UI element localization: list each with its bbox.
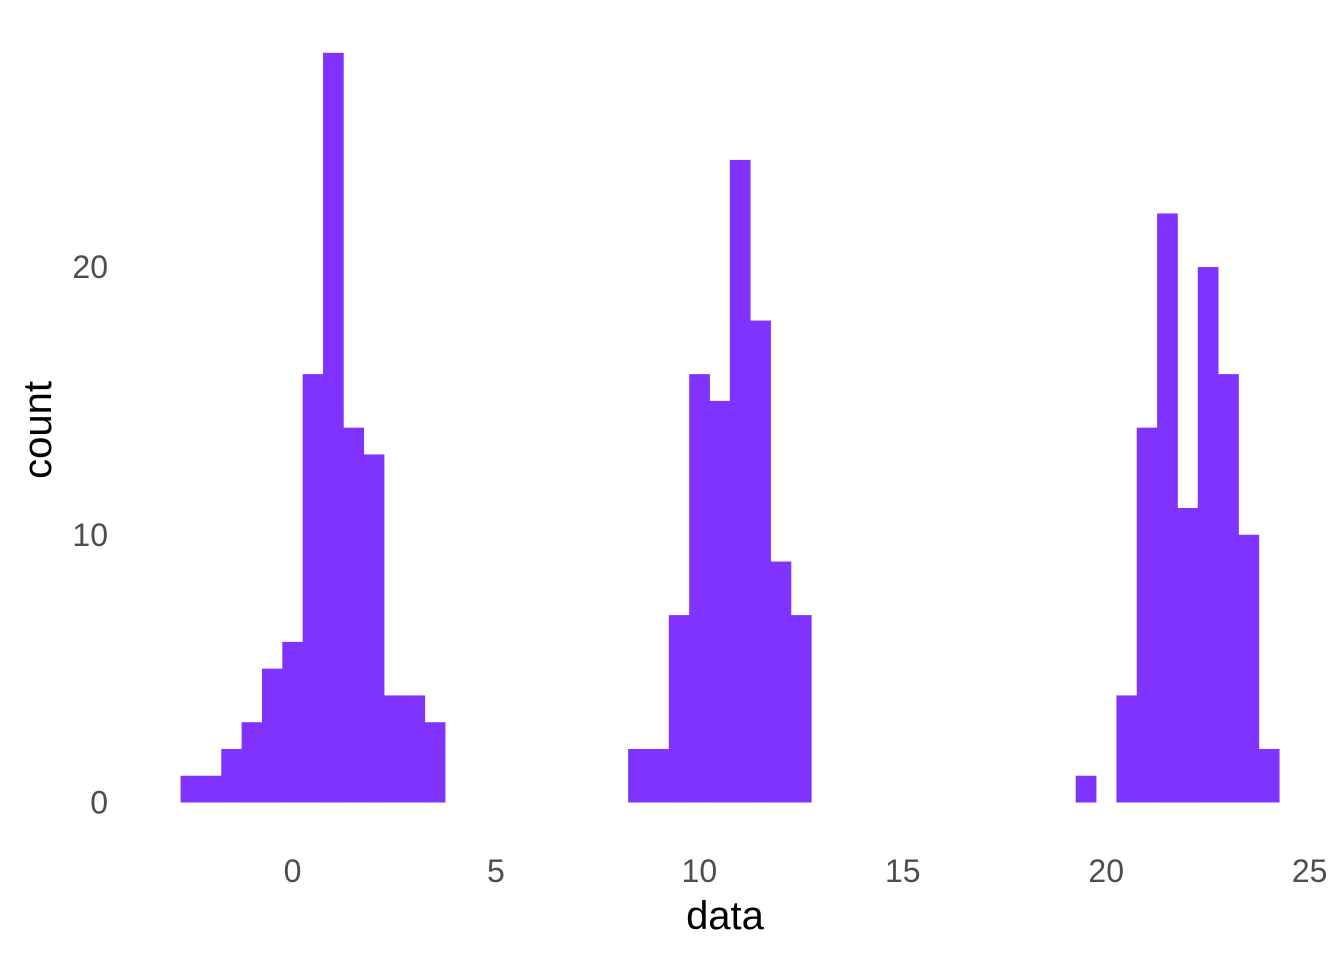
- x-axis-ticks: 0 5 10 15 20 25: [284, 853, 1328, 889]
- histogram-bar: [770, 561, 792, 803]
- histogram-bar: [384, 695, 426, 803]
- x-tick-label: 25: [1292, 853, 1328, 889]
- histogram-bar: [628, 748, 670, 803]
- histogram-bar: [261, 668, 283, 803]
- histogram-bar: [1258, 748, 1280, 803]
- histogram-bar: [1157, 213, 1178, 803]
- x-tick-label: 20: [1088, 853, 1124, 889]
- x-tick-label: 10: [682, 853, 718, 889]
- y-axis-ticks: 0 10 20: [72, 249, 108, 821]
- histogram-bar: [1177, 507, 1199, 803]
- histogram-bar: [668, 615, 690, 803]
- histogram-bar: [221, 748, 243, 803]
- y-tick-label: 20: [72, 249, 108, 285]
- x-tick-label: 15: [885, 853, 921, 889]
- histogram-bar: [790, 615, 812, 803]
- histogram-bar: [343, 427, 365, 803]
- histogram-bar: [302, 374, 324, 803]
- bars-layer: [180, 52, 1280, 803]
- histogram-bar: [689, 374, 710, 803]
- histogram-bar: [1136, 427, 1158, 803]
- histogram-bar: [424, 722, 446, 803]
- histogram-bar: [1197, 267, 1219, 803]
- histogram-bar: [729, 159, 751, 803]
- histogram-bar: [1075, 775, 1097, 803]
- x-tick-label: 5: [487, 853, 505, 889]
- histogram-bar: [750, 320, 771, 803]
- histogram-bar: [180, 775, 222, 803]
- histogram-bar: [1116, 695, 1138, 803]
- histogram-bar: [282, 641, 304, 803]
- y-axis-title: count: [16, 381, 60, 479]
- x-axis-title: data: [686, 894, 765, 938]
- histogram-bar: [1218, 374, 1239, 803]
- histogram-bar: [241, 722, 263, 803]
- y-tick-label: 10: [72, 517, 108, 553]
- y-tick-label: 0: [90, 785, 108, 821]
- histogram-bar: [1238, 534, 1260, 803]
- x-tick-label: 0: [284, 853, 302, 889]
- histogram-bar: [363, 454, 385, 803]
- histogram-bar: [322, 52, 344, 803]
- histogram-bar: [709, 400, 731, 803]
